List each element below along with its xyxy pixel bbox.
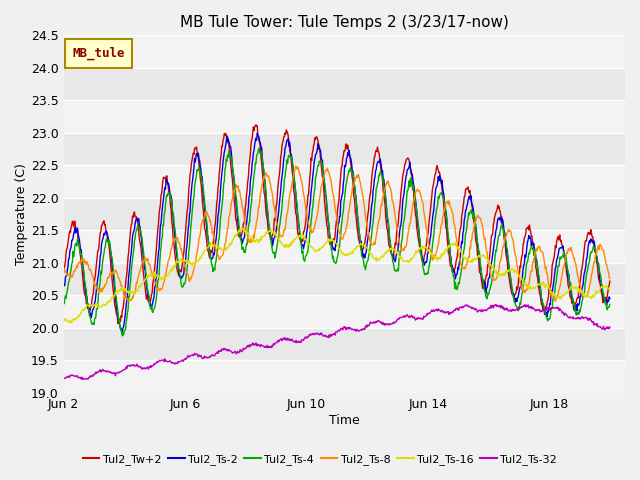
Bar [63,100,625,133]
Bar [63,295,625,328]
Bar [63,166,625,198]
Y-axis label: Temperature (C): Temperature (C) [15,163,28,265]
X-axis label: Time: Time [329,414,360,427]
Bar [63,36,625,68]
Bar [63,230,625,263]
Bar [63,360,625,393]
Legend: Tul2_Tw+2, Tul2_Ts-2, Tul2_Ts-4, Tul2_Ts-8, Tul2_Ts-16, Tul2_Ts-32: Tul2_Tw+2, Tul2_Ts-2, Tul2_Ts-4, Tul2_Ts… [78,450,562,469]
FancyBboxPatch shape [65,38,132,68]
Title: MB Tule Tower: Tule Temps 2 (3/23/17-now): MB Tule Tower: Tule Temps 2 (3/23/17-now… [180,15,509,30]
Text: MB_tule: MB_tule [72,47,125,60]
